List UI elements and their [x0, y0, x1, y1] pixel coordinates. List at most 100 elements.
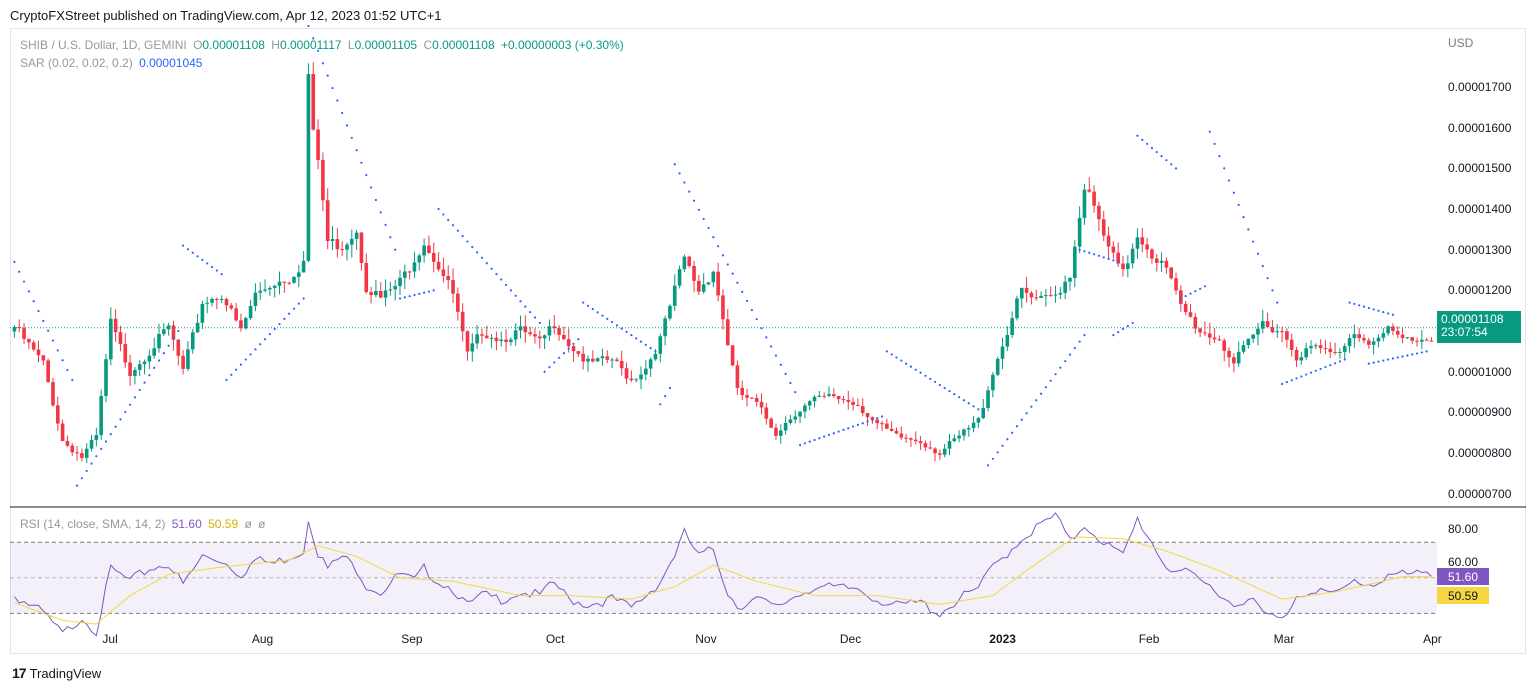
candle-body: [1241, 345, 1246, 352]
candle-body: [1029, 292, 1034, 298]
sar-dot: [379, 211, 382, 214]
candle-body: [735, 365, 740, 388]
candle-body: [186, 349, 190, 369]
sar-dot: [625, 330, 628, 333]
candle-body: [422, 245, 426, 256]
sar-dot: [177, 329, 180, 333]
sar-dot: [919, 371, 922, 374]
sar-dot: [900, 359, 903, 362]
candle-body: [653, 353, 658, 360]
sar-dot: [1362, 305, 1366, 308]
candle-body: [523, 326, 528, 333]
sar-dot: [1271, 289, 1274, 292]
candle-body: [152, 348, 156, 356]
sar-dot: [1382, 359, 1385, 362]
candle-body: [610, 359, 614, 361]
sar-dot: [1160, 155, 1163, 158]
sar-dot: [215, 269, 218, 272]
sar-dot: [880, 415, 884, 418]
month-tick-label: 2023: [989, 632, 1016, 646]
sar-dot: [755, 318, 758, 321]
sar-dot: [668, 386, 672, 390]
sar-dot: [1396, 356, 1399, 359]
candle-body: [706, 282, 711, 285]
candle-body: [1246, 338, 1251, 346]
month-tick-label: Dec: [839, 632, 862, 646]
sar-dot: [871, 418, 874, 421]
candle-body: [128, 362, 132, 376]
sar-dot: [119, 418, 122, 421]
sar-dot: [1377, 309, 1380, 312]
sar-dot: [51, 339, 55, 342]
sar-dot: [259, 343, 262, 346]
candle-body: [1342, 346, 1347, 352]
candle-body: [1000, 346, 1005, 359]
candle-body: [1367, 340, 1371, 345]
candle-body: [759, 401, 764, 408]
candle-body: [378, 290, 383, 298]
candle-body: [513, 330, 518, 340]
candle-body: [1405, 337, 1410, 339]
candle-body: [1236, 351, 1241, 364]
candle-body: [832, 394, 836, 397]
sar-dot: [153, 366, 156, 369]
sar-dot: [596, 311, 599, 314]
candle-body: [562, 334, 566, 340]
sar-dot: [384, 223, 387, 226]
sar-dot: [1329, 364, 1332, 367]
candle-body: [1232, 357, 1236, 364]
sar-dot: [114, 425, 117, 428]
publisher-line: CryptoFXStreet published on TradingView.…: [10, 8, 442, 23]
high-label: H: [271, 38, 280, 52]
sar-dot: [818, 437, 821, 440]
sar-dot: [1049, 379, 1052, 382]
month-tick-label: Feb: [1138, 632, 1160, 646]
sar-dot: [707, 226, 710, 230]
candle-body: [263, 289, 267, 291]
sar-dot: [1343, 358, 1346, 361]
sar-dot: [476, 251, 479, 254]
sar-dot: [1088, 251, 1091, 254]
candle-body: [605, 356, 610, 360]
sar-dot: [1102, 256, 1105, 259]
sar-dot: [688, 190, 691, 193]
candle-body: [822, 395, 826, 397]
month-tick-label: Mar: [1273, 632, 1295, 646]
sar-dot: [717, 245, 720, 248]
candle-body: [1063, 281, 1067, 293]
candle-body: [687, 256, 692, 266]
candle-body: [1395, 330, 1400, 335]
sar-dot: [244, 358, 247, 361]
sar-dot: [1208, 130, 1211, 133]
sar-dot: [1112, 259, 1115, 262]
candle-body: [557, 328, 561, 335]
candle-body: [243, 318, 248, 329]
footer: 17 TradingView: [12, 665, 101, 681]
sar-legend: SAR (0.02, 0.02, 0.2) 0.00001045: [20, 56, 205, 70]
footer-brand[interactable]: TradingView: [29, 665, 102, 681]
sar-dot: [408, 295, 411, 298]
candle-body: [682, 256, 687, 270]
candle-body: [1347, 338, 1352, 347]
sar-dot: [1117, 260, 1120, 263]
candle-body: [991, 374, 995, 391]
sar-dot: [784, 372, 787, 375]
sar-dot: [697, 208, 700, 211]
sar-dot: [186, 248, 190, 251]
candle-body: [210, 298, 214, 303]
sar-dot: [56, 349, 59, 352]
sar-dot: [148, 374, 151, 377]
candle-body: [1314, 345, 1318, 347]
sar-dot: [794, 390, 797, 394]
candle-body: [1251, 334, 1255, 339]
month-tick-label: Sep: [401, 632, 423, 646]
sar-dot: [514, 294, 517, 297]
price-tick-label: 0.00001400: [1448, 202, 1512, 216]
rsi-label: RSI (14, close, SMA, 14, 2): [20, 517, 166, 531]
candle-body: [1338, 351, 1342, 353]
sar-dot: [321, 62, 324, 65]
high-value: 0.00001117: [279, 38, 342, 52]
candle-body: [1126, 263, 1130, 269]
candle-body: [436, 261, 441, 270]
